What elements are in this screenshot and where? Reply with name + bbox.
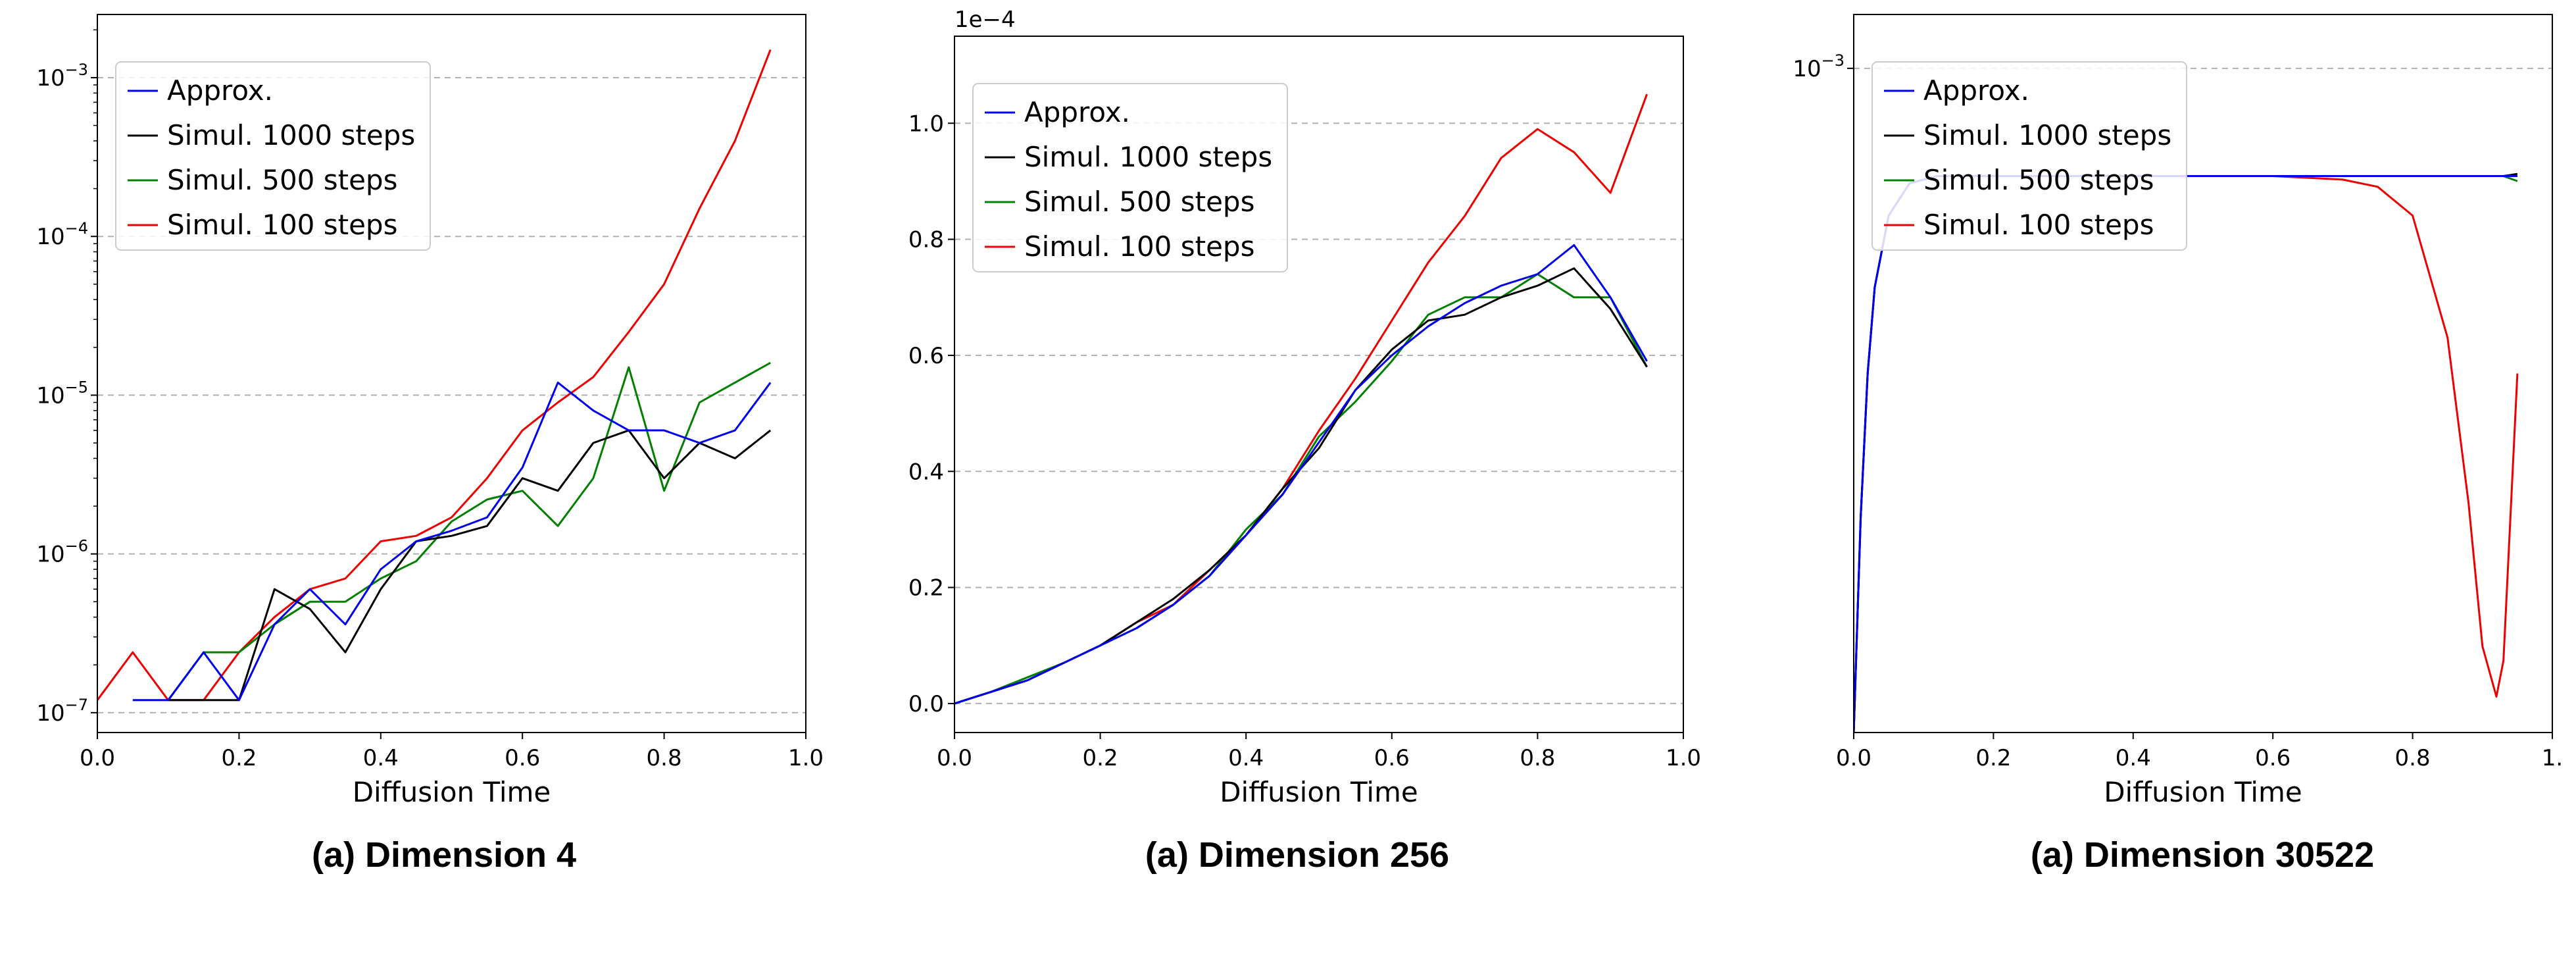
legend-label: Simul. 1000 steps	[167, 119, 415, 151]
series-line-s100	[97, 49, 772, 702]
caption-dimension-256: (a) Dimension 256	[1145, 835, 1450, 875]
x-tick-label: 0.4	[1228, 745, 1264, 771]
x-tick-label: 0.2	[221, 745, 257, 771]
series-line-approx	[132, 381, 772, 702]
series-line-s1000	[954, 267, 1648, 705]
x-tick-label: 0.4	[363, 745, 399, 771]
x-tick-label: 0.6	[2255, 745, 2291, 771]
y-tick-label: 10−4	[36, 219, 88, 250]
y-tick-label: 0.8	[908, 227, 944, 253]
legend-label: Simul. 1000 steps	[1024, 141, 1272, 173]
legend-label: Simul. 500 steps	[1923, 164, 2154, 196]
x-tick-label: 0.8	[2395, 745, 2431, 771]
y-tick-label: 10−5	[36, 378, 88, 409]
x-tick-label: 1.	[2542, 745, 2563, 771]
x-axis-label: Diffusion Time	[1220, 776, 1418, 808]
y-tick-label: 10−6	[36, 537, 88, 568]
chart-1: 0.0 0.2 0.4 0.6 0.8 1.0 1e−4 0.0 0.2 0.4 0.6 0.8 1.0…	[908, 7, 1701, 808]
x-tick-label: 0.0	[1836, 745, 1871, 771]
series-line-approx	[1854, 175, 2517, 733]
series-group	[1854, 172, 2519, 733]
legend-label: Simul. 100 steps	[1024, 230, 1254, 263]
legend-label: Approx.	[1024, 96, 1130, 128]
series-line-s1000	[168, 429, 772, 702]
plot-frame	[1853, 14, 2553, 733]
x-tick-label: 0.4	[2116, 745, 2151, 771]
y-tick-label: 0.4	[908, 459, 944, 485]
y-tick-label: 10−7	[36, 696, 88, 727]
y-tick-label: 0.0	[908, 691, 944, 717]
series-line-s500	[167, 361, 771, 701]
x-tick-label: 0.6	[505, 745, 540, 771]
legend-label: Approx.	[167, 74, 273, 107]
series-line-approx	[954, 244, 1648, 705]
x-tick-label: 0.0	[937, 745, 972, 771]
legend-label: Simul. 100 steps	[167, 209, 397, 241]
legend-label: Simul. 1000 steps	[1923, 119, 2171, 151]
x-tick-label: 0.8	[1520, 745, 1555, 771]
x-tick-label: 1.0	[1666, 745, 1701, 771]
legend-label: Approx.	[1923, 74, 2029, 107]
y-tick-label: 10−3	[1793, 51, 1845, 82]
legend-box	[972, 83, 1288, 272]
legend-label: Simul. 500 steps	[1024, 186, 1254, 218]
y-tick-label: 0.6	[908, 343, 944, 369]
plot-frame	[97, 14, 806, 733]
legend-box	[1871, 61, 2187, 251]
x-axis-label: Diffusion Time	[2104, 776, 2302, 808]
x-axis-label: Diffusion Time	[353, 776, 551, 808]
y-tick-label: 0.2	[908, 575, 944, 602]
series-line-s1000	[1854, 172, 2518, 733]
y-offset-label: 1e−4	[954, 7, 1016, 33]
caption-dimension-4: (a) Dimension 4	[311, 835, 577, 875]
legend-label: Simul. 100 steps	[1923, 209, 2154, 241]
x-tick-label: 0.8	[647, 745, 682, 771]
series-group	[954, 93, 1648, 705]
legend-label: Simul. 500 steps	[167, 164, 397, 196]
x-tick-label: 0.0	[80, 745, 115, 771]
series-group	[97, 49, 772, 702]
series-line-s500	[1854, 175, 2518, 733]
caption-dimension-30522: (a) Dimension 30522	[2030, 835, 2375, 875]
chart-2: 0.0 0.2 0.4 0.6 0.8 1. Diffusion Time Approx. Si…	[1836, 14, 2563, 808]
series-line-s100	[1854, 175, 2519, 733]
x-tick-label: 0.2	[1083, 745, 1118, 771]
y-tick-label: 1.0	[908, 111, 944, 137]
plot-frame	[954, 36, 1684, 733]
x-tick-label: 1.0	[788, 745, 824, 771]
x-tick-label: 0.2	[1975, 745, 2011, 771]
chart-0: 0.0 0.2 0.4 0.6 0.8 1.0 Diffusion Time Approx. S…	[80, 14, 824, 808]
legend-box	[115, 61, 431, 251]
series-line-s500	[954, 273, 1648, 705]
x-tick-label: 0.6	[1374, 745, 1410, 771]
y-tick-label: 10−3	[36, 61, 88, 91]
